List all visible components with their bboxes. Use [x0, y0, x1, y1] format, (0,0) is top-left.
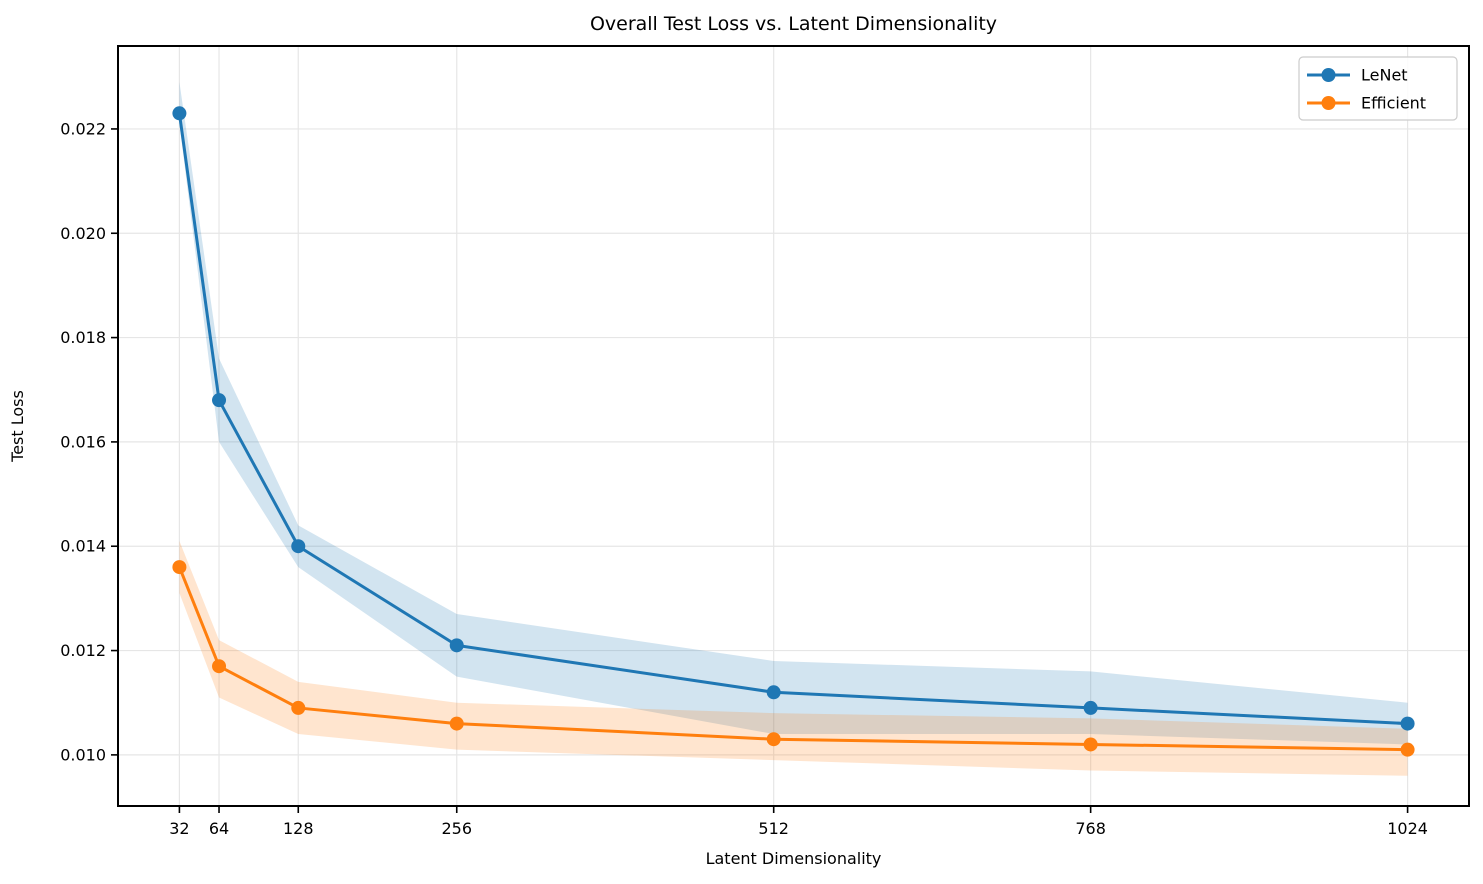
x-tick-label: 512	[758, 819, 789, 838]
legend-marker-efficient	[1321, 96, 1336, 110]
data-point-lenet-32	[172, 106, 187, 121]
x-tick-label: 64	[209, 819, 229, 838]
x-axis-label: Latent Dimensionality	[706, 849, 882, 868]
data-point-efficient-512	[766, 732, 781, 747]
data-point-efficient-256	[449, 716, 464, 731]
data-point-lenet-64	[212, 393, 227, 408]
y-tick-label: 0.020	[60, 224, 106, 243]
y-tick-label: 0.022	[60, 119, 106, 138]
chart-title: Overall Test Loss vs. Latent Dimensional…	[590, 13, 997, 35]
plot-frame	[117, 45, 1470, 807]
x-tick-label: 1024	[1387, 819, 1428, 838]
data-point-lenet-512	[766, 685, 781, 700]
data-point-efficient-1024	[1400, 742, 1415, 757]
legend-label-lenet: LeNet	[1361, 66, 1408, 85]
legend-label-efficient: Efficient	[1361, 94, 1426, 113]
data-point-efficient-128	[291, 700, 306, 715]
x-tick-label: 32	[169, 819, 189, 838]
data-point-lenet-1024	[1400, 716, 1415, 731]
y-tick-label: 0.014	[60, 537, 106, 556]
x-tick-label: 128	[283, 819, 314, 838]
data-point-efficient-64	[212, 659, 227, 674]
x-tick-label: 768	[1075, 819, 1106, 838]
data-point-lenet-256	[449, 638, 464, 653]
data-point-efficient-32	[172, 560, 187, 575]
y-tick-label: 0.018	[60, 328, 106, 347]
x-tick-label: 256	[441, 819, 472, 838]
data-point-efficient-768	[1083, 737, 1098, 752]
legend-marker-lenet	[1321, 68, 1336, 82]
confidence-band-efficient	[179, 541, 1408, 776]
data-point-lenet-768	[1083, 700, 1098, 715]
y-tick-label: 0.012	[60, 641, 106, 660]
plot-area	[118, 46, 1469, 806]
data-point-lenet-128	[291, 539, 306, 554]
y-tick-label: 0.016	[60, 432, 106, 451]
y-axis-label: Test Loss	[8, 390, 27, 463]
y-tick-label: 0.010	[60, 745, 106, 764]
